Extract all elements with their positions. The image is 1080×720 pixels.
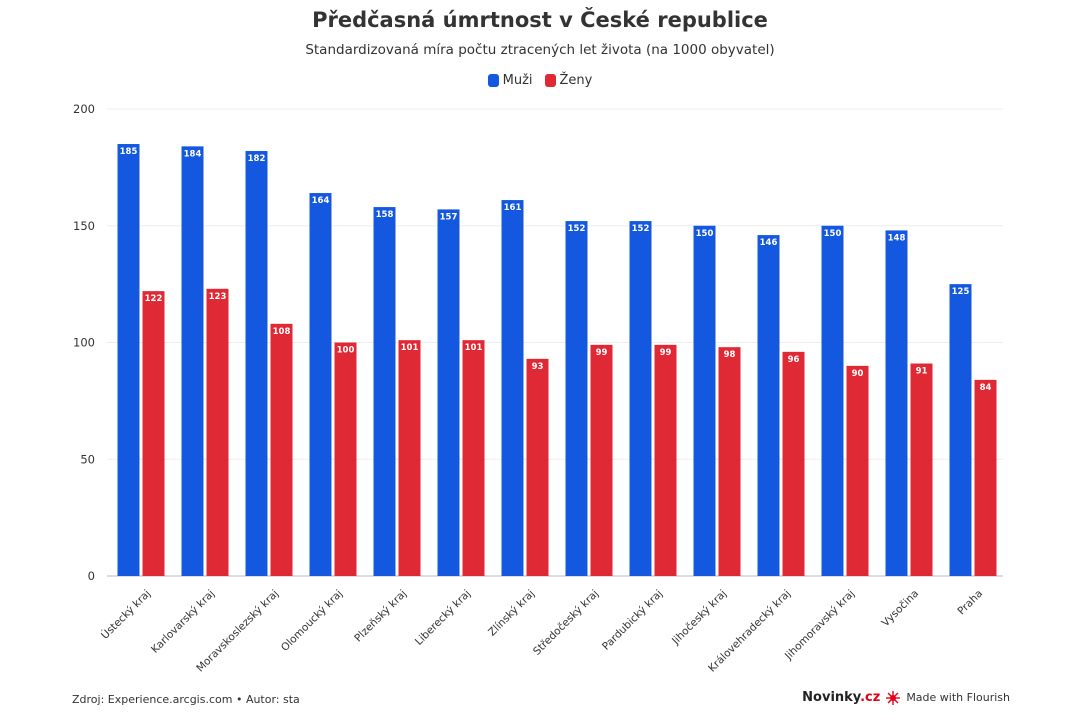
bar-zeny xyxy=(846,365,869,576)
bar-chart: 0 50 100 150 200 185 122 Ústecký kraj 184 123 Karl… xyxy=(73,102,1003,675)
bar-zeny xyxy=(334,342,357,576)
y-tick-label: 150 xyxy=(73,219,95,233)
legend-label-zeny: Ženy xyxy=(559,73,593,88)
bar-muzi xyxy=(949,284,972,576)
bar-muzi xyxy=(757,235,780,576)
legend: Muži Ženy xyxy=(0,73,1080,88)
bar-muzi xyxy=(501,200,524,576)
y-tick-label: 100 xyxy=(73,336,95,350)
bar-muzi xyxy=(245,151,268,576)
bar-zeny xyxy=(142,291,165,576)
bar-zeny xyxy=(526,358,549,576)
data-label: 184 xyxy=(184,149,202,159)
chart-subtitle: Standardizovaná míra počtu ztracených le… xyxy=(305,42,775,58)
data-label: 91 xyxy=(916,367,928,377)
bar-zeny xyxy=(910,363,933,576)
data-label: 157 xyxy=(440,212,458,222)
legend-label-muzi: Muži xyxy=(502,73,533,88)
data-label: 108 xyxy=(273,327,291,337)
x-tick-label: Jihomoravský kraj xyxy=(782,588,857,663)
bar-muzi xyxy=(437,209,460,576)
legend-swatch-zeny xyxy=(544,74,556,87)
flourish-icon xyxy=(886,690,901,705)
brand-logo[interactable]: Novinky.cz xyxy=(802,690,880,705)
bar-muzi xyxy=(373,207,396,576)
x-tick-label: Vysočina xyxy=(880,588,922,630)
bar-zeny xyxy=(206,288,229,576)
bar-zeny xyxy=(270,323,293,576)
data-label: 158 xyxy=(376,210,394,220)
data-label: 98 xyxy=(724,350,736,360)
data-label: 123 xyxy=(209,292,227,302)
x-tick-label: Praha xyxy=(955,588,985,618)
data-label: 150 xyxy=(824,229,842,239)
x-tick-label: Zlínský kraj xyxy=(486,588,537,639)
data-label: 161 xyxy=(504,203,522,213)
bar-zeny xyxy=(654,344,677,576)
bar-muzi xyxy=(181,146,204,577)
bar-muzi xyxy=(821,225,844,576)
x-tick-label: Olomoucký kraj xyxy=(279,588,345,654)
source-note: Zdroj: Experience.arcgis.com • Autor: st… xyxy=(72,693,300,706)
x-tick-label: Karlovarský kraj xyxy=(149,588,217,656)
data-label: 164 xyxy=(312,196,330,206)
data-label: 150 xyxy=(696,229,714,239)
bar-muzi xyxy=(565,221,588,576)
x-tick-label: Pardubický kraj xyxy=(600,588,665,653)
bar-muzi xyxy=(117,144,140,576)
bar-zeny xyxy=(590,344,613,576)
footer-brand: Novinky.cz Made with Flourish xyxy=(802,690,1010,705)
y-tick-label: 0 xyxy=(88,569,95,583)
y-tick-label: 200 xyxy=(73,102,95,116)
data-label: 125 xyxy=(952,287,970,297)
data-label: 185 xyxy=(120,147,138,157)
bar-muzi xyxy=(309,193,332,576)
bar-zeny xyxy=(462,340,485,576)
x-tick-label: Liberecký kraj xyxy=(413,588,473,648)
made-with-flourish[interactable]: Made with Flourish xyxy=(906,691,1010,704)
x-tick-label: Jihočeský kraj xyxy=(669,588,729,648)
legend-item-muzi[interactable]: Muži xyxy=(487,73,533,88)
data-label: 182 xyxy=(248,154,266,164)
y-tick-label: 50 xyxy=(80,452,95,466)
data-label: 96 xyxy=(788,355,800,365)
data-label: 101 xyxy=(401,343,419,353)
data-label: 152 xyxy=(568,224,586,234)
chart-title: Předčasná úmrtnost v České republice xyxy=(312,8,768,32)
data-label: 101 xyxy=(465,343,483,353)
data-label: 122 xyxy=(145,294,163,304)
legend-item-zeny[interactable]: Ženy xyxy=(544,73,593,88)
x-tick-label: Ústecký kraj xyxy=(98,587,153,642)
data-label: 90 xyxy=(852,369,864,379)
data-label: 146 xyxy=(760,238,778,248)
bar-zeny xyxy=(398,340,421,576)
bar-muzi xyxy=(629,221,652,576)
brand-suffix: .cz xyxy=(860,690,881,705)
x-tick-label: Plzeňský kraj xyxy=(352,588,409,645)
x-tick-label: Středočeský kraj xyxy=(531,588,601,658)
data-label: 93 xyxy=(532,362,544,372)
bar-muzi xyxy=(885,230,908,577)
bar-zeny xyxy=(974,379,997,576)
data-label: 99 xyxy=(660,348,672,358)
bar-zeny xyxy=(718,347,741,576)
data-label: 100 xyxy=(337,346,355,356)
data-label: 152 xyxy=(632,224,650,234)
bar-zeny xyxy=(782,351,805,576)
bar-muzi xyxy=(693,225,716,576)
data-label: 99 xyxy=(596,348,608,358)
brand-name: Novinky xyxy=(802,690,861,705)
legend-swatch-muzi xyxy=(487,74,499,87)
data-label: 84 xyxy=(980,383,992,393)
data-label: 148 xyxy=(888,233,906,243)
